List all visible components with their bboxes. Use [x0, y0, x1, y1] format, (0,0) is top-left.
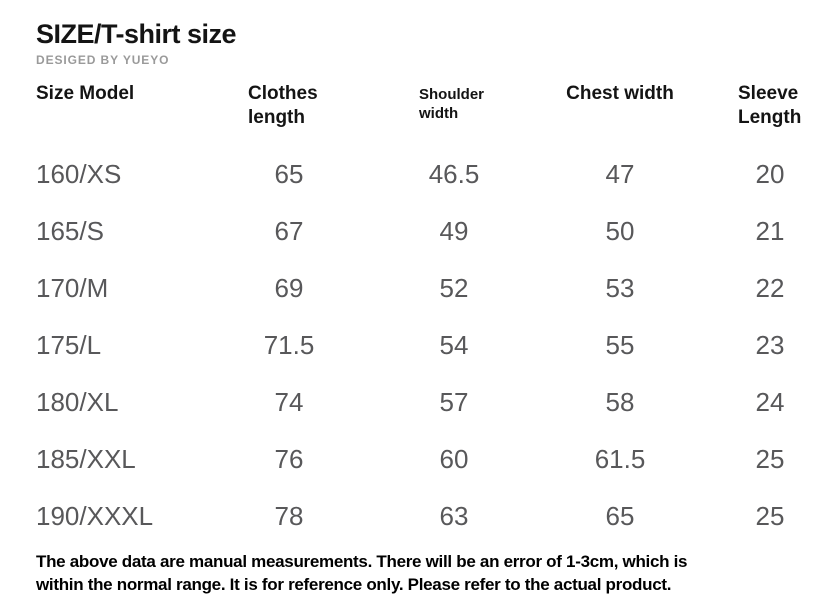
table-row-180-xl: 180/XL 74 57 58 24 [0, 374, 840, 431]
chest-width-cell: 50 [605, 216, 635, 246]
size-table: Size Model Clothes length Shoulder width… [0, 82, 840, 545]
table-row-165-s: 165/S 67 49 50 21 [0, 203, 840, 260]
chest-width-cell: 58 [605, 387, 635, 417]
chest-width-cell: 53 [605, 273, 635, 303]
clothes-length-cell: 74 [274, 387, 304, 417]
size-model-cell: 185/XXL [36, 444, 136, 474]
disclaimer-line-2: within the normal range. It is for refer… [36, 575, 672, 594]
chest-width-cell: 61.5 [594, 444, 646, 474]
column-header-chest-width: Chest width [566, 83, 674, 104]
size-model-cell: 165/S [36, 216, 104, 246]
sleeve-length-cell: 25 [755, 501, 785, 531]
shoulder-width-cell: 54 [439, 330, 469, 360]
clothes-length-cell: 71.5 [263, 330, 315, 360]
page-subtitle: DESIGED BY YUEYO [36, 53, 170, 67]
sleeve-length-cell: 25 [755, 444, 785, 474]
sleeve-length-cell: 24 [755, 387, 785, 417]
shoulder-width-cell: 52 [439, 273, 469, 303]
page-title: SIZE/T-shirt size [36, 19, 237, 49]
table-row-175-l: 175/L 71.5 54 55 23 [0, 317, 840, 374]
clothes-length-cell: 76 [274, 444, 304, 474]
sleeve-length-cell: 21 [755, 216, 785, 246]
column-header-clothes-length: Clothes length [248, 83, 318, 128]
shoulder-width-cell: 46.5 [428, 159, 480, 189]
table-header-row: Size Model Clothes length Shoulder width… [0, 82, 840, 146]
table-row-190-xxxl: 190/XXXL 78 63 65 25 [0, 488, 840, 545]
size-model-cell: 175/L [36, 330, 102, 360]
column-header-size-model: Size Model [36, 83, 135, 104]
size-model-cell: 190/XXXL [36, 501, 154, 531]
sleeve-length-cell: 20 [755, 159, 785, 189]
shoulder-width-cell: 63 [439, 501, 469, 531]
disclaimer-line-1: The above data are manual measurements. … [36, 552, 688, 571]
clothes-length-cell: 67 [274, 216, 304, 246]
clothes-length-cell: 69 [274, 273, 304, 303]
chart-header: SIZE/T-shirt size DESIGED BY YUEYO [0, 0, 840, 67]
column-header-sleeve-length: Sleeve Length [738, 83, 802, 128]
shoulder-width-cell: 60 [439, 444, 469, 474]
measurement-disclaimer: The above data are manual measurements. … [0, 545, 840, 596]
shoulder-width-cell: 57 [439, 387, 469, 417]
chest-width-cell: 47 [605, 159, 635, 189]
table-row-185-xxl: 185/XXL 76 60 61.5 25 [0, 431, 840, 488]
size-model-cell: 170/M [36, 273, 109, 303]
size-model-cell: 180/XL [36, 387, 119, 417]
chest-width-cell: 65 [605, 501, 635, 531]
size-model-cell: 160/XS [36, 159, 122, 189]
sleeve-length-cell: 22 [755, 273, 785, 303]
column-header-shoulder-width: Shoulder width [419, 86, 485, 122]
sleeve-length-cell: 23 [755, 330, 785, 360]
table-row-170-m: 170/M 69 52 53 22 [0, 260, 840, 317]
chest-width-cell: 55 [605, 330, 635, 360]
clothes-length-cell: 65 [274, 159, 304, 189]
shoulder-width-cell: 49 [439, 216, 469, 246]
table-row-160-xs: 160/XS 65 46.5 47 20 [0, 146, 840, 203]
clothes-length-cell: 78 [274, 501, 304, 531]
